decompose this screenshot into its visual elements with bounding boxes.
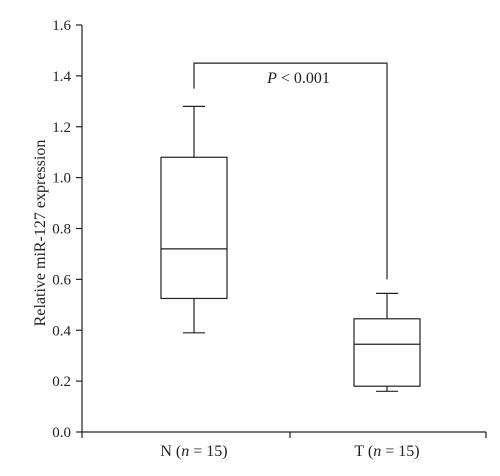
box-iqr — [160, 156, 228, 300]
box-series — [160, 105, 421, 392]
category-letter: T ( — [354, 443, 373, 460]
category-count: = 15) — [381, 443, 419, 460]
category-n-variable: n — [373, 443, 381, 460]
box-iqr — [353, 318, 421, 387]
p-variable: P — [266, 70, 277, 87]
y-tick-label: 1.0 — [52, 171, 71, 187]
y-tick-label: 1.2 — [52, 120, 71, 136]
box-t — [353, 292, 421, 392]
y-tick-label: 1.6 — [52, 18, 71, 34]
bracket-line — [193, 62, 388, 280]
y-tick-label: 0.8 — [52, 222, 71, 238]
y-tick-label: 0.0 — [52, 425, 71, 441]
x-category-label: T (n = 15) — [354, 443, 419, 460]
x-axis-ticks: N (n = 15) T (n = 15) — [81, 432, 487, 460]
significance-bracket: P < 0.001 — [193, 62, 388, 280]
category-count: = 15) — [189, 443, 227, 460]
plot-axes: 0.00.20.40.60.81.01.21.41.6 N (n = 15) T … — [52, 18, 487, 460]
p-value-label: P < 0.001 — [266, 70, 330, 87]
p-value: < 0.001 — [277, 70, 330, 87]
category-n-variable: n — [181, 443, 189, 460]
y-tick-label: 1.4 — [52, 69, 71, 85]
x-category-label: N (n = 15) — [160, 443, 227, 460]
y-tick-label: 0.6 — [52, 272, 71, 288]
y-axis-ticks: 0.0 0.2 0.4 0.6 0.8 1.0 1.2 1.4 1.6 — [52, 18, 82, 441]
category-letter: N ( — [160, 443, 181, 460]
y-tick-label: 0.2 — [52, 374, 71, 390]
box-n — [160, 105, 228, 334]
y-tick-label: 0.4 — [52, 323, 71, 339]
y-axis-title: Relative miR-127 expression — [32, 140, 49, 327]
